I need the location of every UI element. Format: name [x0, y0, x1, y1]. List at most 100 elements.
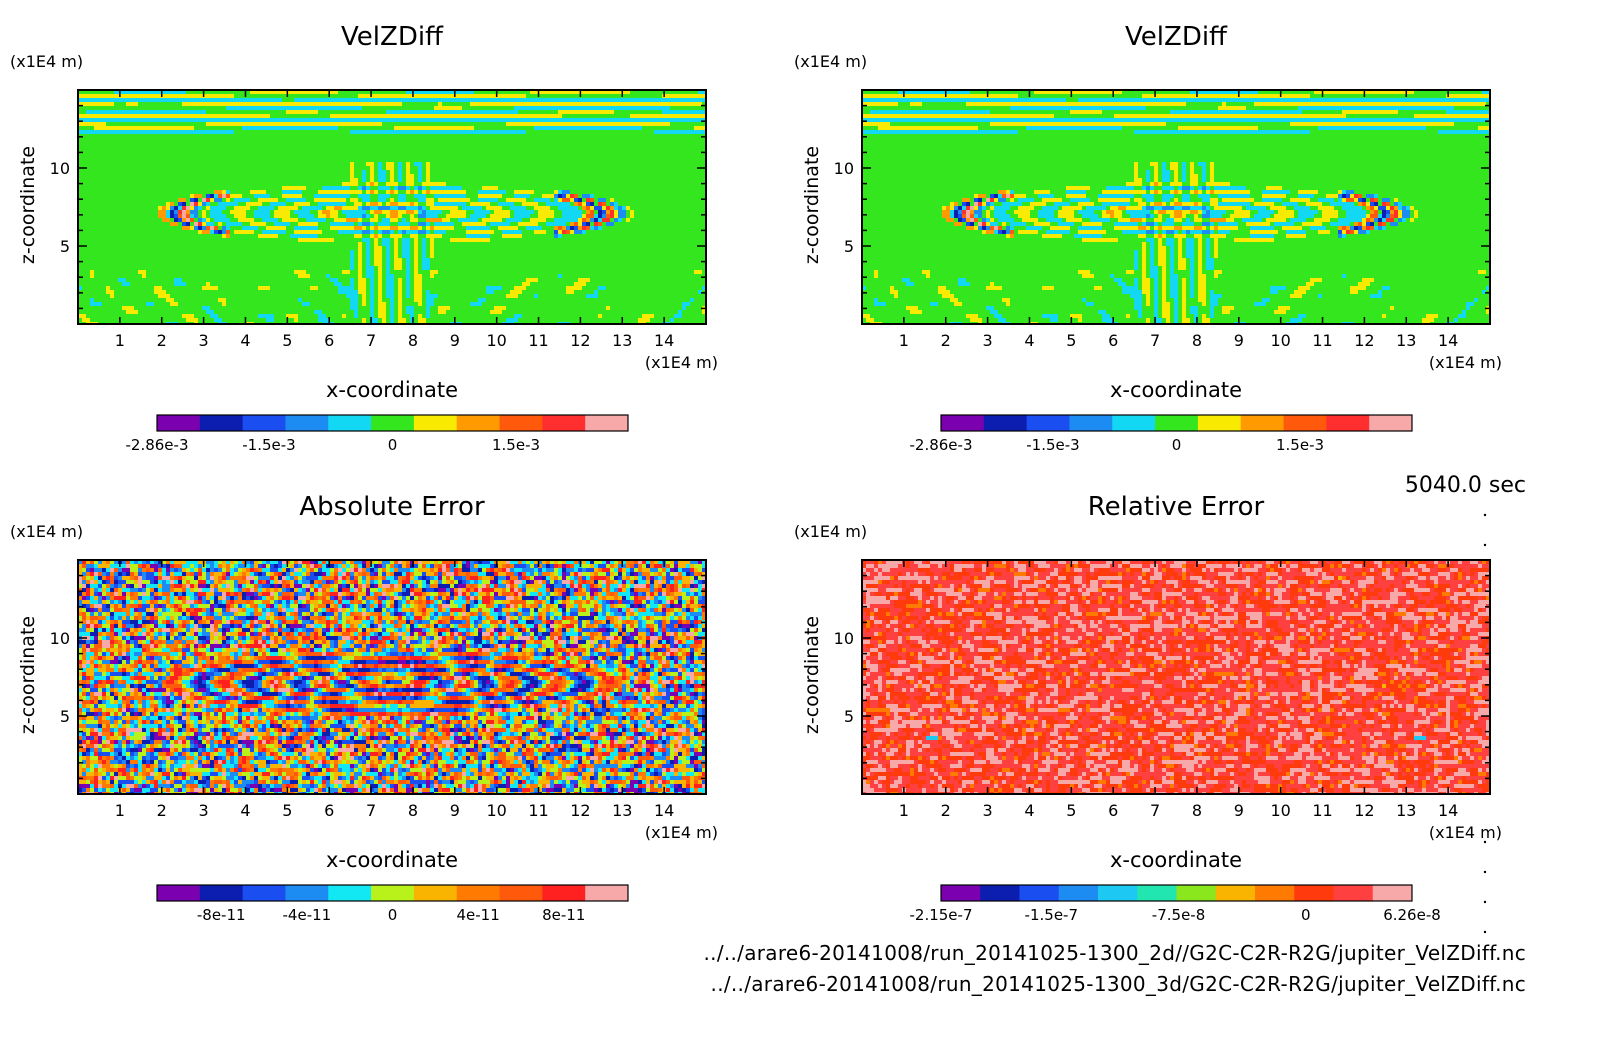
- colorbar: -2.86e-3 -1.5e-3 0 1.5e-3: [910, 414, 1413, 454]
- colorbar-swatch: [980, 885, 1020, 901]
- x-tick-label: 11: [528, 801, 548, 820]
- colorbar-swatch: [242, 415, 286, 431]
- colorbar-swatch: [371, 415, 415, 431]
- x-tick-label: 13: [1396, 331, 1416, 350]
- colorbar-swatch: [1112, 415, 1156, 431]
- colorbar-label: -4e-11: [283, 906, 332, 924]
- colorbar-swatch: [499, 885, 543, 901]
- y-tick-label: 5: [844, 707, 854, 726]
- x-tick-label: 4: [240, 801, 250, 820]
- x-tick-label: 11: [1312, 331, 1332, 350]
- colorbar-swatch: [199, 415, 244, 431]
- x-axis-label: x-coordinate: [1110, 848, 1242, 872]
- x-tick-label: 7: [366, 801, 376, 820]
- contour-field: [862, 560, 1491, 795]
- colorbar-swatch: [1058, 885, 1099, 901]
- colorbar-label: 1.5e-3: [1276, 436, 1324, 454]
- colorbar-swatch: [941, 415, 985, 431]
- colorbar-label: 1.5e-3: [492, 436, 540, 454]
- x-tick-label: 6: [1108, 801, 1118, 820]
- colorbar-swatch: [413, 415, 458, 431]
- x-tick-label: 1: [115, 801, 125, 820]
- x-tick-label: 14: [1438, 801, 1458, 820]
- y-tick-label: 10: [834, 629, 854, 648]
- colorbar-swatch: [1333, 885, 1374, 901]
- margin-dot: [1483, 840, 1487, 844]
- y-tick-label: 10: [50, 629, 70, 648]
- plot-frame: [77, 89, 707, 325]
- x-tick-label: 5: [1066, 331, 1076, 350]
- chart-title: Relative Error: [1088, 492, 1265, 522]
- chart-title: VelZDiff: [1125, 22, 1228, 52]
- colorbar-swatch: [1283, 415, 1327, 431]
- colorbar-swatch: [242, 885, 286, 901]
- y-unit-label: (x1E4 m): [10, 522, 83, 541]
- file-path-2d: ../../arare6-20141008/run_20141025-1300_…: [703, 941, 1526, 965]
- colorbar-swatch: [456, 885, 501, 901]
- colorbar-frame: [156, 414, 629, 432]
- x-tick-label: 9: [1234, 331, 1244, 350]
- colorbar-label: -2.15e-7: [910, 906, 973, 924]
- x-tick-label: 2: [157, 801, 167, 820]
- x-tick-label: 10: [486, 331, 506, 350]
- colorbar-frame: [940, 414, 1413, 432]
- colorbar-label: -1.5e-3: [1026, 436, 1079, 454]
- x-tick-label: 13: [612, 801, 632, 820]
- x-tick-label: 10: [1270, 801, 1290, 820]
- colorbar-swatch: [542, 885, 586, 901]
- x-tick-label: 13: [612, 331, 632, 350]
- y-tick-label: 10: [834, 159, 854, 178]
- x-tick-label: 4: [1024, 801, 1034, 820]
- colorbar-label: -1.5e-3: [242, 436, 295, 454]
- colorbar-label: 0: [1172, 436, 1182, 454]
- y-tick-label: 5: [844, 237, 854, 256]
- colorbar-swatch: [1240, 415, 1285, 431]
- colorbar-swatch: [371, 885, 415, 901]
- colorbar-swatch: [1255, 885, 1295, 901]
- colorbar-swatch: [1069, 415, 1113, 431]
- x-tick-label: 4: [240, 331, 250, 350]
- colorbar-label: -8e-11: [197, 906, 246, 924]
- colorbar-swatch: [1176, 885, 1217, 901]
- colorbar-label: 0: [388, 436, 398, 454]
- x-tick-label: 10: [486, 801, 506, 820]
- margin-dot: [1483, 870, 1487, 874]
- y-unit-label: (x1E4 m): [794, 522, 867, 541]
- margin-dot: [1483, 513, 1487, 517]
- y-axis-label: z-coordinate: [801, 146, 823, 264]
- colorbar-label: 0: [388, 906, 398, 924]
- x-tick-label: 5: [1066, 801, 1076, 820]
- colorbar-swatch: [413, 885, 458, 901]
- x-tick-label: 1: [899, 331, 909, 350]
- colorbar: -8e-11 -4e-11 0 4e-11 8e-11: [156, 884, 629, 924]
- plot-frame: [861, 89, 1491, 325]
- x-tick-label: 9: [1234, 801, 1244, 820]
- x-tick-label: 8: [408, 331, 418, 350]
- x-tick-label: 1: [115, 331, 125, 350]
- colorbar-swatch: [983, 415, 1028, 431]
- margin-dot: [1483, 900, 1487, 904]
- x-tick-label: 7: [1150, 331, 1160, 350]
- colorbar-swatch: [1294, 885, 1334, 901]
- colorbar-swatch: [499, 415, 543, 431]
- colorbar-swatch: [157, 885, 201, 901]
- colorbar-swatch: [585, 415, 629, 431]
- contour-field: [78, 560, 707, 795]
- x-tick-label: 11: [1312, 801, 1332, 820]
- x-tick-label: 7: [1150, 801, 1160, 820]
- x-tick-label: 1: [899, 801, 909, 820]
- colorbar-swatch: [542, 415, 586, 431]
- x-tick-label: 12: [570, 331, 590, 350]
- chart-title: VelZDiff: [341, 22, 444, 52]
- colorbar-swatch: [585, 885, 629, 901]
- colorbar-swatch: [456, 415, 501, 431]
- file-path-3d: ../../arare6-20141008/run_20141025-1300_…: [710, 972, 1526, 996]
- colorbar-swatch: [1369, 415, 1413, 431]
- x-tick-label: 12: [1354, 801, 1374, 820]
- x-tick-label: 14: [654, 331, 674, 350]
- x-unit-label: (x1E4 m): [1429, 823, 1502, 842]
- colorbar: -2.15e-7 -1.5e-7 -7.5e-8 0 6.26e-8: [910, 884, 1441, 924]
